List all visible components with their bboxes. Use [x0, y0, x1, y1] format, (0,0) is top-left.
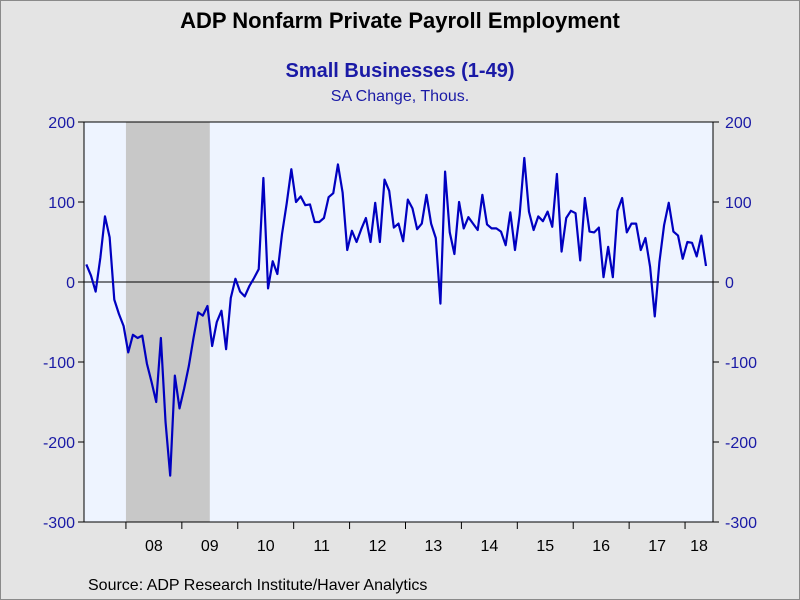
y-tick-label-right: -300: [725, 515, 757, 532]
x-axis: 08 09 10 11 12 13 14 15 16 17 18: [125, 522, 708, 555]
y-tick-label-right: -100: [725, 355, 757, 372]
y-tick-label-right: 0: [725, 275, 734, 292]
y-tick-label-left: 0: [66, 275, 75, 292]
chart-subtitle: Small Businesses (1-49): [285, 60, 515, 82]
x-tick-label: 17: [648, 538, 666, 555]
x-tick-label: 18: [690, 538, 708, 555]
x-tick-label: 11: [313, 538, 330, 555]
y-tick-label-left: 100: [48, 195, 75, 212]
chart-units: SA Change, Thous.: [330, 88, 470, 105]
y-tick-label-left: 200: [48, 115, 75, 132]
y-axis-left: 200 100 0 -100 -200 -300: [43, 115, 84, 532]
x-tick-label: 10: [257, 538, 275, 555]
y-axis-right: 200 100 0 -100 -200 -300: [713, 115, 757, 532]
y-tick-label-left: -100: [43, 355, 75, 372]
x-tick-label: 13: [425, 538, 443, 555]
y-tick-label-left: -200: [43, 435, 75, 452]
x-tick-label: 08: [145, 538, 163, 555]
series-line: [85, 156, 708, 477]
plot-border: [83, 121, 714, 523]
y-tick-label-right: 200: [725, 115, 752, 132]
y-tick-label-left: -300: [43, 515, 75, 532]
x-tick-label: 16: [592, 538, 610, 555]
y-tick-label-right: -200: [725, 435, 757, 452]
source-note: Source: ADP Research Institute/Haver Ana…: [88, 577, 428, 594]
x-tick-label: 14: [480, 538, 498, 555]
y-tick-label-right: 100: [725, 195, 752, 212]
series-layer: [85, 156, 708, 477]
x-tick-label: 12: [369, 538, 387, 555]
x-tick-label: 15: [536, 538, 554, 555]
chart-title: ADP Nonfarm Private Payroll Employment: [180, 8, 620, 33]
x-tick-label: 09: [201, 538, 219, 555]
